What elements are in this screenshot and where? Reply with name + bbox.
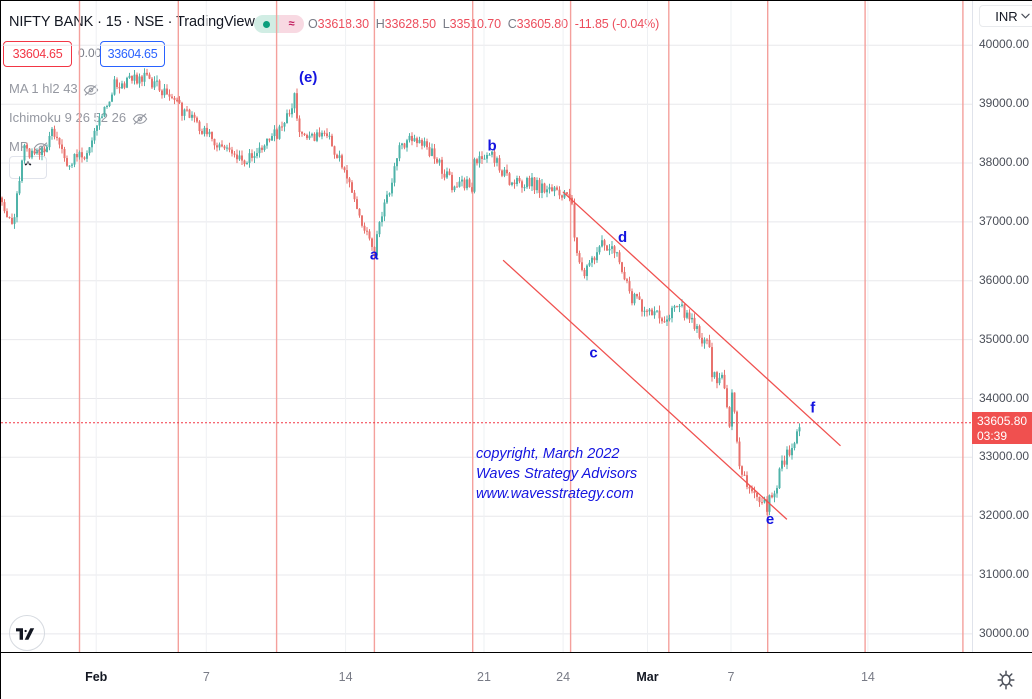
svg-text:www.wavesstrategy.com: www.wavesstrategy.com [476,486,634,502]
svg-text:(e): (e) [299,69,317,86]
svg-text:Waves Strategy Advisors: Waves Strategy Advisors [476,466,637,482]
svg-text:b: b [488,138,497,155]
svg-text:copyright, March 2022: copyright, March 2022 [476,446,619,462]
svg-text:a: a [370,246,379,263]
svg-text:c: c [589,344,597,361]
svg-text:e: e [766,511,774,528]
svg-text:d: d [618,229,627,246]
svg-text:f: f [810,399,816,416]
